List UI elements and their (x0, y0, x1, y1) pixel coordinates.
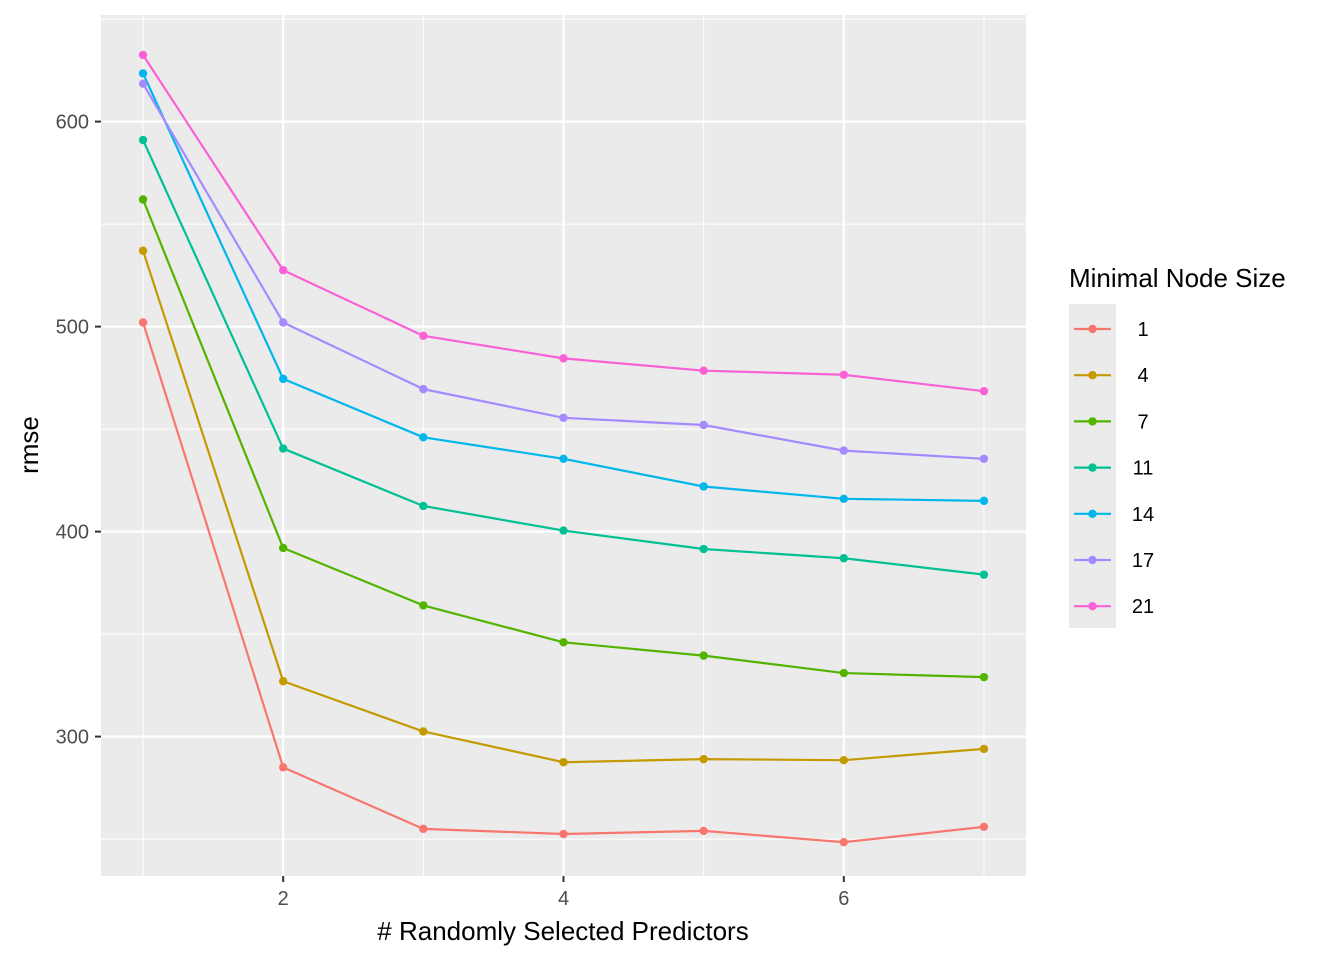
series-group (138, 50, 989, 847)
data-point (979, 822, 989, 831)
data-point (699, 544, 708, 554)
data-point (979, 386, 989, 396)
legend-label: 21 (1132, 596, 1154, 618)
data-point (979, 744, 989, 754)
data-point (839, 446, 849, 455)
data-point (419, 727, 428, 736)
x-tick-label: 2 (278, 888, 289, 910)
data-point (138, 69, 148, 78)
series-4 (138, 246, 989, 767)
data-point (699, 754, 708, 764)
data-point (419, 433, 428, 442)
data-point (979, 454, 989, 464)
legend-item: 7 (1074, 411, 1149, 433)
data-point (979, 496, 989, 506)
legend-label: 11 (1133, 458, 1154, 480)
series-1 (138, 318, 989, 847)
legend-label: 1 (1137, 319, 1148, 341)
data-point (278, 543, 288, 553)
legend-key-point (1088, 371, 1097, 380)
y-axis-title: rmse (14, 416, 44, 474)
legend-title: Minimal Node Size (1069, 263, 1286, 293)
data-point (138, 79, 148, 88)
data-point (278, 763, 288, 772)
data-point (839, 494, 849, 503)
legend-item: 1 (1074, 319, 1149, 341)
data-point (138, 246, 148, 255)
data-point (419, 384, 428, 394)
legend-item: 4 (1074, 365, 1149, 387)
series-11 (138, 135, 989, 579)
data-point (559, 526, 568, 535)
data-point (559, 413, 568, 423)
data-point (278, 318, 288, 327)
series-7 (138, 195, 989, 682)
data-point (419, 501, 428, 511)
data-point (559, 454, 568, 464)
y-tick-label: 400 (56, 522, 89, 544)
legend-key-point (1088, 555, 1097, 565)
data-point (138, 50, 148, 60)
legend-label: 17 (1132, 550, 1154, 572)
series-14 (138, 69, 989, 506)
x-axis-title: # Randomly Selected Predictors (377, 916, 748, 946)
legend-key-point (1088, 602, 1097, 611)
data-point (839, 755, 849, 765)
data-point (278, 677, 288, 686)
data-point (559, 758, 568, 767)
series-17 (138, 79, 989, 464)
legend-key-point (1088, 509, 1097, 518)
data-point (979, 570, 989, 579)
axes: 300 400 500 600 2 4 6 (56, 112, 850, 910)
data-point (559, 638, 568, 647)
x-tick-label: 4 (558, 888, 569, 910)
data-point (419, 824, 428, 834)
data-point (138, 195, 148, 204)
legend-key-point (1088, 417, 1097, 426)
data-point (278, 266, 288, 275)
data-point (699, 420, 708, 430)
data-point (699, 366, 708, 375)
data-point (839, 837, 849, 847)
data-point (699, 651, 708, 660)
data-point (839, 370, 849, 379)
data-point (979, 672, 989, 682)
data-point (839, 554, 849, 563)
y-tick-label: 300 (56, 727, 89, 749)
data-point (559, 829, 568, 839)
legend-item: 14 (1074, 504, 1154, 526)
data-point (419, 331, 428, 341)
y-tick-label: 500 (56, 317, 89, 339)
legend-key-point (1088, 324, 1097, 334)
data-point (278, 374, 288, 384)
legend-label: 4 (1137, 365, 1148, 387)
data-point (559, 354, 568, 363)
data-point (699, 482, 708, 491)
data-point (699, 826, 708, 836)
series-21 (138, 50, 989, 396)
legend-key-point (1088, 463, 1097, 472)
legend-label: 7 (1137, 411, 1148, 433)
legend-label: 14 (1132, 504, 1154, 526)
x-tick-label: 6 (838, 888, 849, 910)
legend-item: 21 (1074, 596, 1154, 618)
legend-item: 17 (1074, 550, 1154, 572)
legend-item: 11 (1074, 458, 1153, 480)
y-tick-label: 600 (56, 112, 89, 134)
data-point (138, 135, 148, 145)
data-point (839, 668, 849, 678)
data-point (419, 601, 428, 610)
data-point (138, 318, 148, 327)
data-point (278, 444, 288, 453)
